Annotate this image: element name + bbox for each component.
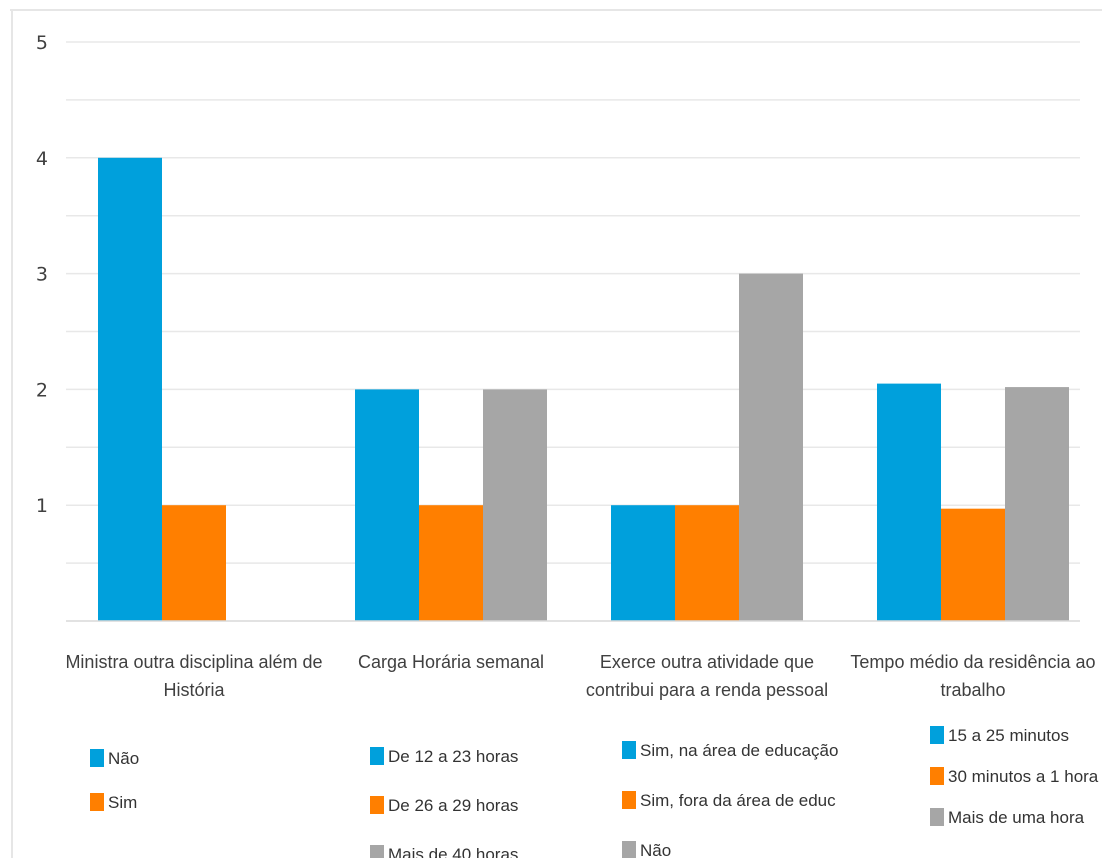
legend-swatch [622, 741, 636, 759]
legend-swatch [930, 767, 944, 785]
bar-ministra-outra-disci-nao [98, 157, 162, 622]
legend-label-de-12-a-23-horas: De 12 a 23 horas [388, 747, 518, 766]
legend-label-sim-fora-da-area-de-educ: Sim, fora da área de educ [640, 791, 836, 810]
legend-label-nao: Não [108, 749, 139, 768]
bar-exerce-outra-ativida-sim-na-area-de-educacao [611, 505, 675, 621]
y-tick-label: 4 [36, 148, 48, 170]
bar-tempo-medio-da-resid-mais-de-uma-hora [1005, 387, 1069, 621]
legend-label-mais-de-uma-hora: Mais de uma hora [948, 808, 1085, 827]
bar-tempo-medio-da-resid-30-minutos-a-1-hora [941, 508, 1005, 621]
bar-carga-horaria-semana-de-26-a-29-horas [419, 505, 483, 621]
legend-swatch [930, 808, 944, 826]
y-axis-tick-labels: 1 2 3 4 5 [36, 32, 48, 517]
category-labels: Ministra outra disciplina além de Históri… [65, 652, 1095, 700]
legend-label-sim-na-area-de-educacao: Sim, na área de educação [640, 741, 838, 760]
legend-label-mais-de-40-horas: Mais de 40 horas [388, 845, 518, 858]
legend-swatch [370, 747, 384, 765]
y-tick-label: 1 [36, 495, 48, 517]
y-tick-label: 3 [36, 264, 48, 286]
bar-ministra-outra-disci-sim [162, 505, 226, 621]
y-tick-label: 2 [36, 379, 48, 401]
bar-carga-horaria-semana-mais-de-40-horas [483, 389, 547, 621]
bar-carga-horaria-semana-de-12-a-23-horas [355, 389, 419, 621]
legends: Não Sim De 12 a 23 horas De 26 a 29 horas Ma… [90, 726, 1099, 858]
category-label: Tempo médio da residência ao [850, 652, 1095, 672]
legend-label-30-minutos-a-1-hora: 30 minutos a 1 hora [948, 767, 1099, 786]
y-tick-label: 5 [36, 32, 48, 54]
category-label: Carga Horária semanal [358, 652, 544, 672]
legend-swatch [90, 793, 104, 811]
bar-exerce-outra-ativida-sim-fora-da-area-de-educ [675, 505, 739, 621]
legend-label-nao: Não [640, 841, 671, 858]
legend-swatch [622, 841, 636, 858]
category-label: História [163, 680, 225, 700]
category-label: Ministra outra disciplina além de [65, 652, 322, 672]
legend-label-sim: Sim [108, 793, 137, 812]
gridlines [66, 41, 1080, 564]
legend-swatch [370, 845, 384, 858]
category-label: trabalho [940, 680, 1005, 700]
category-label: Exerce outra atividade que [600, 652, 814, 672]
category-label: contribui para a renda pessoal [586, 680, 828, 700]
legend-swatch [370, 796, 384, 814]
bar-exerce-outra-ativida-nao [739, 273, 803, 621]
legend-label-15-a-25-minutos: 15 a 25 minutos [948, 726, 1069, 745]
legend-swatch [90, 749, 104, 767]
legend-swatch [622, 791, 636, 809]
bar-tempo-medio-da-resid-15-a-25-minutos [877, 383, 941, 621]
legend-swatch [930, 726, 944, 744]
legend-label-de-26-a-29-horas: De 26 a 29 horas [388, 796, 518, 815]
bars [98, 157, 1069, 622]
